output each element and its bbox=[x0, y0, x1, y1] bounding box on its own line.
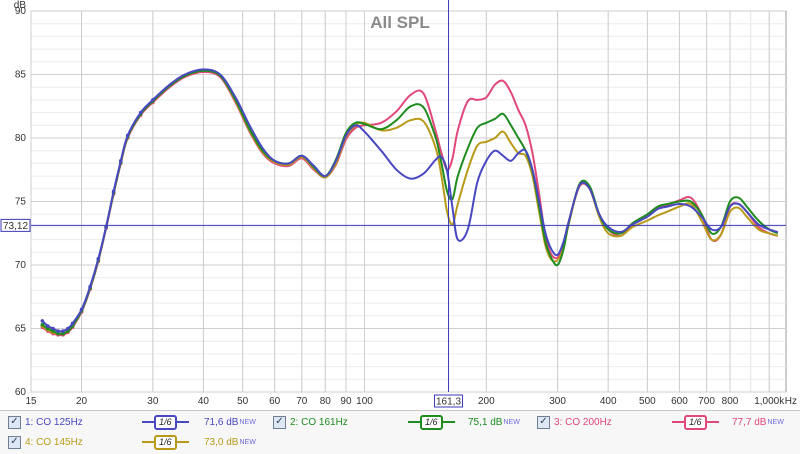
legend-label-4: 4: CO 145Hz bbox=[25, 436, 83, 448]
legend-item-3[interactable]: ✓ 3: CO 200Hz bbox=[537, 412, 612, 432]
x-tick-label: 60 bbox=[269, 396, 281, 407]
y-tick-label: 75 bbox=[15, 197, 27, 208]
smoothing-indicator-3[interactable]: 1/6 bbox=[672, 412, 719, 432]
chart-title: All SPL bbox=[370, 13, 430, 32]
x-tick-label: 20 bbox=[76, 396, 88, 407]
smoothing-line-2 bbox=[408, 421, 420, 423]
legend-badge-4: NEW bbox=[239, 438, 256, 446]
smoothing-line-1 bbox=[142, 421, 154, 423]
series-point-1 bbox=[104, 225, 108, 229]
legend-checkbox-1[interactable]: ✓ bbox=[8, 415, 21, 429]
smoothing-label-3: 1/6 bbox=[684, 414, 707, 430]
x-tick-label: 100 bbox=[356, 396, 373, 407]
x-tick-label: 15 bbox=[25, 396, 37, 407]
smoothing-line-1b bbox=[176, 421, 189, 423]
x-tick-label: 40 bbox=[198, 396, 210, 407]
x-tick-label: 600 bbox=[671, 396, 688, 407]
legend-badge-1: NEW bbox=[239, 418, 256, 426]
series-point-1 bbox=[45, 324, 50, 328]
legend-label-2: 2: CO 161Hz bbox=[290, 416, 348, 428]
legend-item-2[interactable]: ✓ 2: CO 161Hz bbox=[273, 412, 348, 432]
cursor-x-readout: 161,3 bbox=[436, 397, 461, 408]
x-tick-label: 800 bbox=[722, 396, 739, 407]
legend-value-3: 77,7 dB NEW bbox=[732, 412, 784, 432]
smoothing-label-1: 1/6 bbox=[154, 414, 177, 430]
series-point-1 bbox=[138, 110, 143, 115]
series-point-1 bbox=[96, 256, 101, 261]
x-tick-label: 400 bbox=[600, 396, 617, 407]
legend-value-4: 73,0 dB NEW bbox=[204, 432, 256, 452]
smoothing-label-4: 1/6 bbox=[154, 434, 177, 450]
legend-label-3: 3: CO 200Hz bbox=[554, 416, 612, 428]
x-tick-label: 1,000k bbox=[754, 396, 785, 407]
x-tick-label: 700 bbox=[698, 396, 715, 407]
legend-value-text-2: 75,1 dB bbox=[468, 416, 503, 428]
series-point-1 bbox=[40, 319, 45, 323]
series-point-1 bbox=[61, 329, 65, 333]
legend-value-2: 75,1 dB NEW bbox=[468, 412, 520, 432]
y-tick-label: 65 bbox=[15, 324, 27, 335]
series-point-1 bbox=[56, 329, 60, 333]
legend-badge-2: NEW bbox=[503, 418, 520, 426]
legend-value-text-4: 73,0 dB bbox=[204, 436, 239, 448]
x-unit-label: Hz bbox=[785, 396, 797, 407]
series-point-1 bbox=[88, 284, 92, 289]
smoothing-line-3 bbox=[672, 421, 684, 423]
cursor-y-readout: 73,12 bbox=[3, 221, 28, 232]
smoothing-indicator-2[interactable]: 1/6 bbox=[408, 412, 455, 432]
series-point-1 bbox=[79, 307, 84, 312]
y-tick-label: 60 bbox=[15, 387, 27, 398]
x-tick-label: 300 bbox=[549, 396, 566, 407]
legend-bar: ✓ 1: CO 125Hz 1/6 71,6 dB NEW ✓ 2: CO 16… bbox=[0, 410, 800, 454]
series-point-1 bbox=[66, 326, 70, 331]
series-point-2 bbox=[40, 322, 45, 327]
smoothing-line-4 bbox=[142, 441, 154, 443]
legend-value-text-1: 71,6 dB bbox=[204, 416, 239, 428]
cursor-y-readout-box bbox=[0, 218, 31, 232]
x-tick-label: 30 bbox=[147, 396, 159, 407]
x-tick-label: 90 bbox=[340, 396, 352, 407]
legend-badge-3: NEW bbox=[767, 418, 784, 426]
series-point-1 bbox=[51, 326, 55, 331]
series-point-1 bbox=[70, 321, 75, 326]
smoothing-line-4b bbox=[176, 441, 189, 443]
legend-value-text-3: 77,7 dB bbox=[732, 416, 767, 428]
series-line-1 bbox=[41, 68, 779, 333]
smoothing-line-3b bbox=[706, 421, 719, 423]
series-point-2 bbox=[51, 329, 55, 333]
legend-item-4[interactable]: ✓ 4: CO 145Hz bbox=[8, 432, 83, 452]
x-tick-label: 70 bbox=[296, 396, 308, 407]
y-tick-label: 80 bbox=[15, 133, 27, 144]
chart-area: 60 65 70 75 80 85 90 dB 15 20 30 40 50 60 70 80 90 100 200… bbox=[0, 0, 800, 410]
smoothing-indicator-1[interactable]: 1/6 bbox=[142, 412, 189, 432]
series-point-1 bbox=[125, 133, 130, 138]
x-tick-label: 80 bbox=[320, 396, 332, 407]
smoothing-line-2b bbox=[442, 421, 455, 423]
legend-checkbox-2[interactable]: ✓ bbox=[273, 415, 286, 429]
x-tick-label: 500 bbox=[639, 396, 656, 407]
y-tick-label: 90 bbox=[15, 6, 27, 17]
y-tick-label: 70 bbox=[15, 260, 27, 271]
series-point-2 bbox=[61, 331, 65, 336]
legend-label-1: 1: CO 125Hz bbox=[25, 416, 83, 428]
legend-item-1[interactable]: ✓ 1: CO 125Hz bbox=[8, 412, 83, 432]
legend-checkbox-3[interactable]: ✓ bbox=[537, 415, 550, 429]
x-tick-label: 200 bbox=[478, 396, 495, 407]
series-point-1 bbox=[111, 189, 116, 194]
series-point-2 bbox=[56, 331, 60, 336]
y-tick-label: 85 bbox=[15, 70, 27, 81]
smoothing-indicator-4[interactable]: 1/6 bbox=[142, 432, 189, 452]
y-unit-label: dB bbox=[14, 0, 27, 11]
smoothing-label-2: 1/6 bbox=[420, 414, 443, 430]
series-point-1 bbox=[151, 98, 155, 102]
legend-value-1: 71,6 dB NEW bbox=[204, 412, 256, 432]
cursor-x-readout-box bbox=[434, 394, 464, 408]
legend-checkbox-4[interactable]: ✓ bbox=[8, 435, 21, 449]
series-point-1 bbox=[118, 159, 123, 163]
x-tick-label: 50 bbox=[237, 396, 249, 407]
